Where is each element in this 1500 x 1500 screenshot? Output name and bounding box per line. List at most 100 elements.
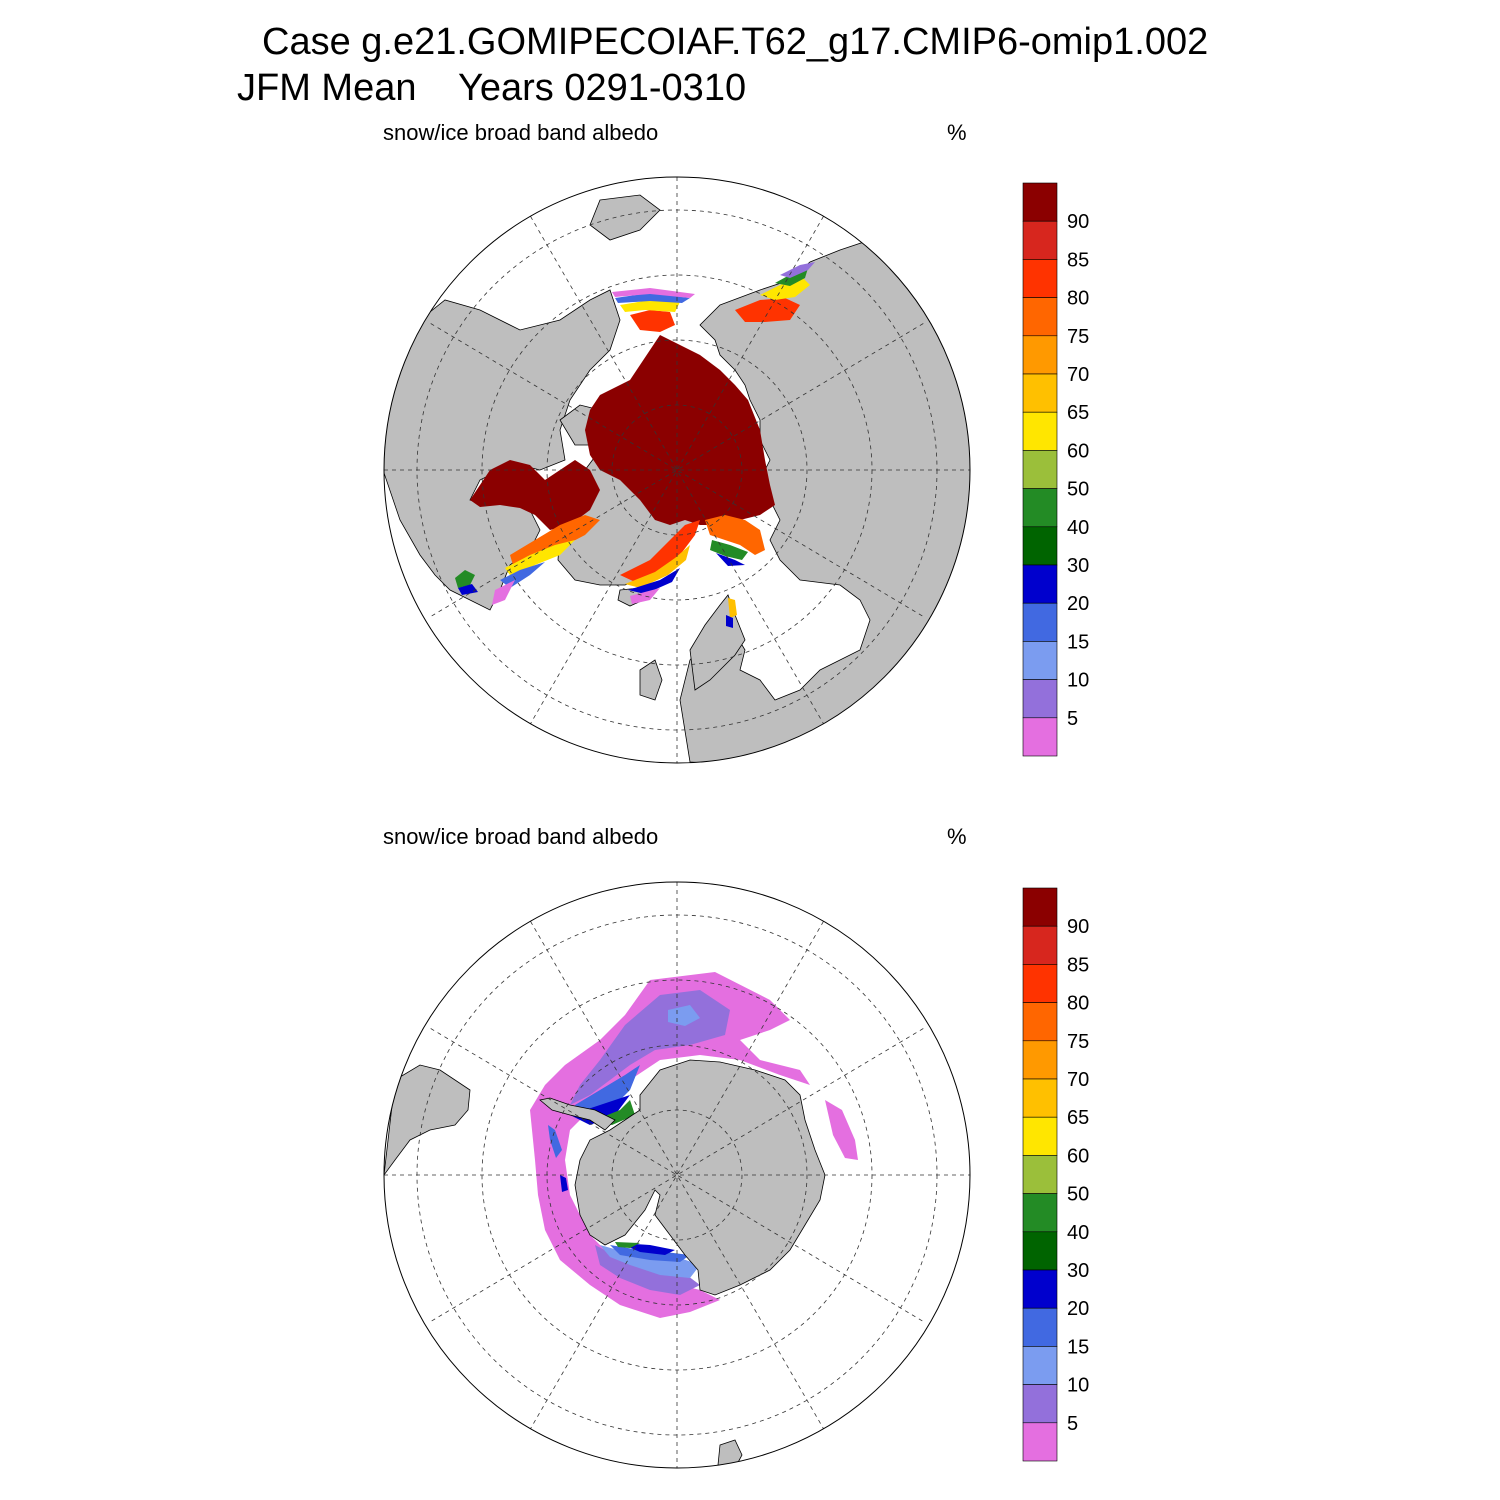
north-panel-variable: snow/ice broad band albedo [383, 120, 659, 145]
st-lawrence-ice [455, 570, 475, 588]
south-colorbar-label: 65 [1067, 1107, 1089, 1129]
north-colorbar-swatch [1022, 220, 1058, 260]
north-colorbar-label: 85 [1067, 249, 1089, 271]
sea-ice-low-albedo [530, 972, 810, 1318]
north-colorbar-swatch [1022, 411, 1058, 451]
antarctica [574, 1059, 826, 1296]
north-colorbar-swatch [1022, 450, 1058, 489]
barents-ice-edge-mid [710, 540, 748, 560]
north-colorbar-swatch [1022, 373, 1058, 413]
baltic-ice-low [726, 615, 733, 628]
south-colorbar-label: 20 [1067, 1298, 1089, 1320]
north-colorbar-swatch [1022, 679, 1058, 719]
south-colorbar-swatch [1022, 1155, 1058, 1194]
south-colorbar-swatch [1022, 1193, 1058, 1233]
south-colorbar-label: 50 [1067, 1184, 1089, 1206]
labrador-ice-edge-mid [505, 540, 575, 578]
north-colorbar-swatch [1022, 488, 1058, 528]
weddell-ice-15 [668, 1005, 700, 1026]
south-colorbar-swatch [1022, 964, 1058, 1003]
south-colorbar-label: 85 [1067, 954, 1089, 976]
st-lawrence-ice-low [458, 584, 478, 595]
north-colorbar-swatch [1022, 259, 1058, 298]
okhotsk-ice-min [780, 262, 815, 278]
labrador-ice-edge-min [492, 580, 515, 605]
south-land [384, 1059, 826, 1468]
north-colorbar-label: 15 [1067, 631, 1089, 653]
south-colorbar-label: 30 [1067, 1260, 1089, 1282]
north-colorbar-label: 10 [1067, 670, 1089, 692]
north-colorbar-swatch [1022, 564, 1058, 604]
barents-ice-edge-high [705, 515, 765, 555]
south-colorbar-label: 10 [1067, 1375, 1089, 1397]
north-colorbar-label: 20 [1067, 593, 1089, 615]
ross-ice-20 [610, 1245, 690, 1262]
hudson-bay-ice [470, 460, 600, 530]
south-graticule [384, 882, 970, 1468]
greenland-sea-ice-edge-mid [625, 545, 690, 588]
north-colorbar-label: 70 [1067, 364, 1089, 386]
okhotsk-ice-high [735, 298, 800, 322]
south-colorbar-swatch [1022, 1116, 1058, 1156]
north-graticule [384, 177, 970, 763]
south-colorbar-swatch [1022, 1078, 1058, 1118]
weddell-ice-20 [575, 1065, 640, 1120]
bering-ice-high [630, 310, 675, 332]
north-colorbar-label: 30 [1067, 555, 1089, 577]
north-polar-map [383, 176, 971, 764]
south-colorbar-label: 60 [1067, 1145, 1089, 1167]
bering-ice-mid [620, 300, 680, 312]
bering-ice-low [615, 293, 690, 303]
chukotka-alaska [589, 194, 661, 241]
south-colorbar-label: 5 [1067, 1413, 1078, 1435]
amundsen-ice-30 [560, 1175, 568, 1192]
south-polar-map [383, 881, 971, 1469]
south-america [384, 1064, 471, 1177]
north-colorbar-swatch [1022, 182, 1058, 222]
south-colorbar-label: 80 [1067, 993, 1089, 1015]
north-colorbar-label: 5 [1067, 708, 1078, 730]
north-colorbar-swatch [1022, 335, 1058, 375]
south-colorbar-label: 90 [1067, 916, 1089, 938]
north-colorbar: 90 85 80 75 70 65 60 50 40 30 20 15 10 5 [1022, 182, 1089, 757]
north-sea-ice-field [455, 262, 815, 628]
south-colorbar-label: 40 [1067, 1222, 1089, 1244]
south-colorbar-swatch [1022, 925, 1058, 965]
ross-ice-40 [615, 1242, 640, 1248]
south-colorbar-label: 70 [1067, 1069, 1089, 1091]
labrador-ice-edge-low [500, 562, 545, 588]
south-colorbar-swatch [1022, 1346, 1058, 1385]
greenland-sea-ice-edge-high [620, 520, 700, 582]
south-panel-units: % [947, 824, 967, 849]
greenland-sea-ice-edge-low [628, 568, 680, 594]
north-colorbar-label: 90 [1067, 211, 1089, 233]
south-colorbar-swatch [1022, 887, 1058, 927]
figure-title-period: JFM Mean Years 0291-0310 [237, 67, 747, 109]
north-colorbar-label: 50 [1067, 479, 1089, 501]
north-colorbar-swatch [1022, 297, 1058, 337]
arctic-pack-ice [585, 335, 775, 525]
north-colorbar-label: 60 [1067, 440, 1089, 462]
antarctic-peninsula [539, 1097, 616, 1131]
north-colorbar-swatch [1022, 602, 1058, 642]
north-panel-units: % [947, 120, 967, 145]
north-colorbar-swatch [1022, 526, 1058, 566]
south-colorbar-label: 15 [1067, 1336, 1089, 1358]
south-map-border [383, 881, 971, 1469]
north-colorbar-label: 75 [1067, 326, 1089, 348]
south-colorbar-label: 75 [1067, 1031, 1089, 1053]
south-colorbar-swatch [1022, 1269, 1058, 1309]
figure-title-case: Case g.e21.GOMIPECOIAF.T62_g17.CMIP6-omi… [262, 21, 1209, 63]
baltic-ice [728, 598, 737, 618]
south-colorbar-swatch [1022, 1040, 1058, 1080]
greenland-sea-ice-edge-min [630, 588, 660, 604]
north-map-border [383, 176, 971, 764]
north-colorbar-label: 65 [1067, 402, 1089, 424]
north-land [384, 194, 970, 763]
bering-ice-min [612, 288, 695, 298]
south-panel-variable: snow/ice broad band albedo [383, 824, 659, 849]
south-colorbar-swatch [1022, 1422, 1058, 1462]
north-colorbar-swatch [1022, 641, 1058, 680]
north-colorbar-swatch [1022, 717, 1058, 757]
north-colorbar-label: 40 [1067, 517, 1089, 539]
